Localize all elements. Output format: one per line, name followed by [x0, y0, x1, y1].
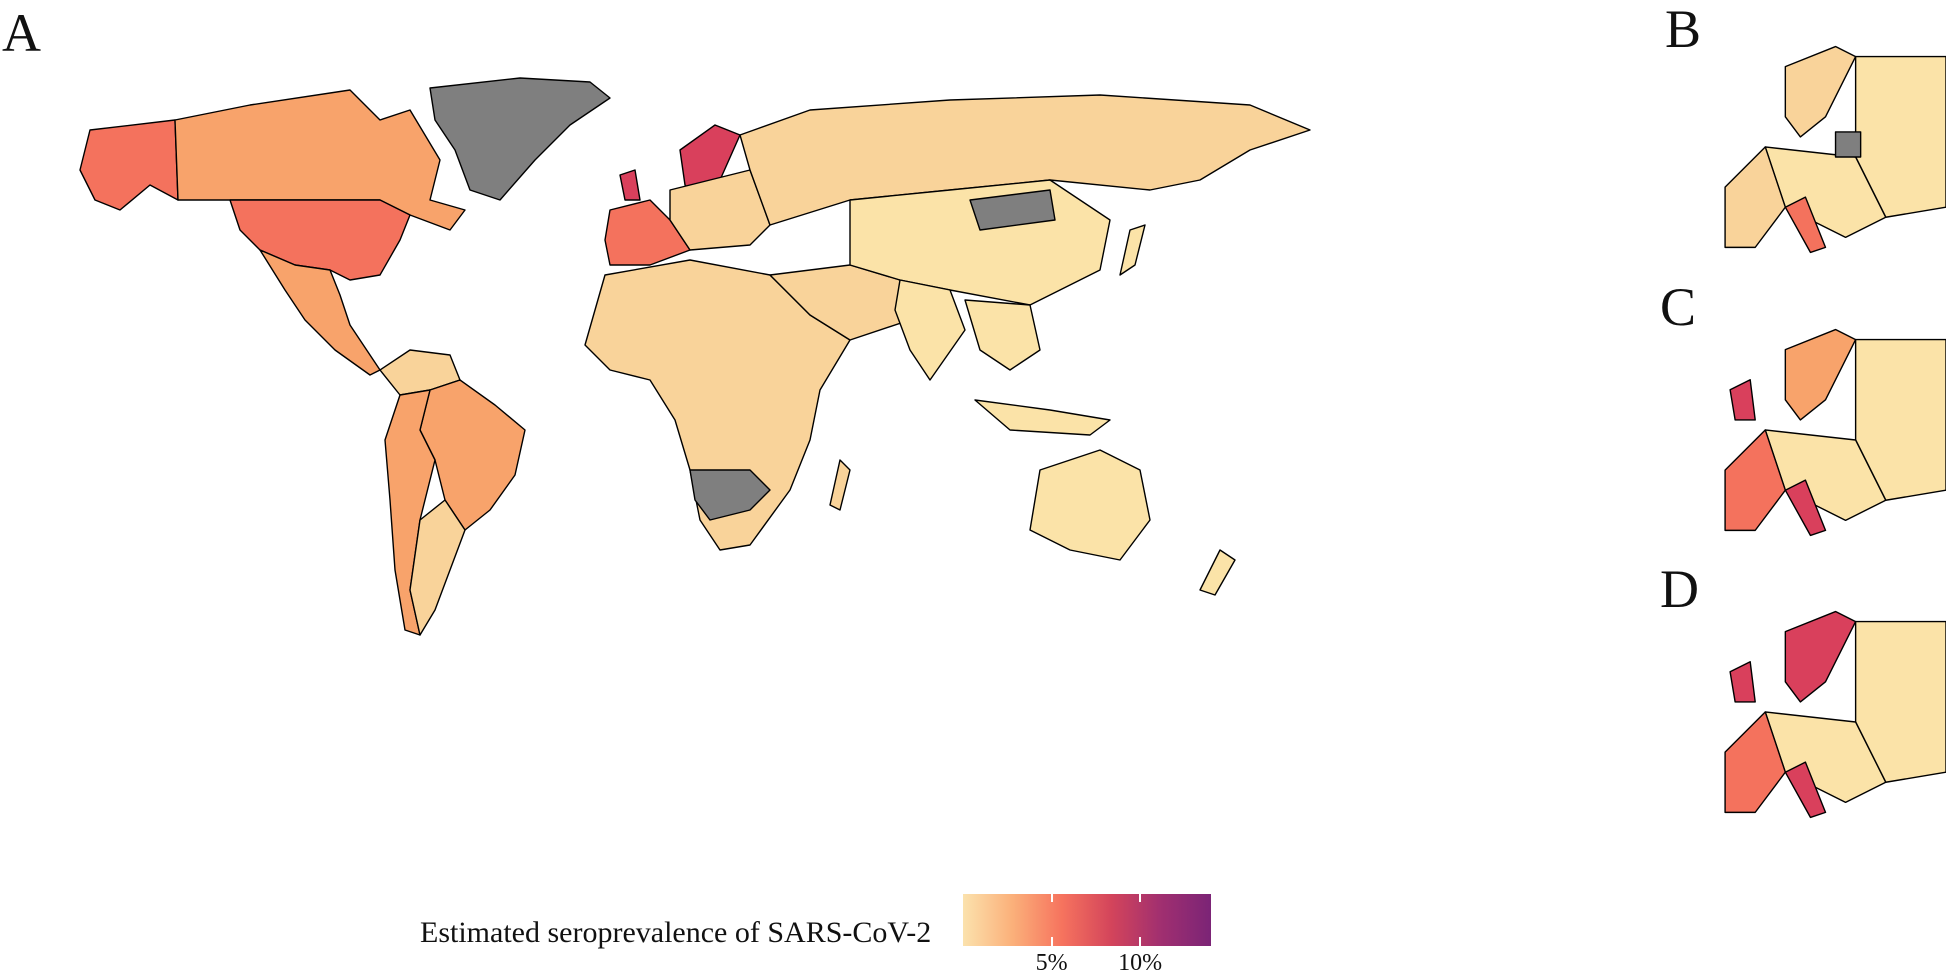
inset-b-western-europe: [1724, 146, 1787, 249]
region-southeast-asia: [964, 299, 1041, 371]
region-argentina: [409, 499, 466, 636]
legend-tick-label: 10%: [1118, 950, 1163, 976]
inset-map-b: [1724, 45, 1946, 254]
inset-d-russia: [1854, 620, 1946, 783]
region-western-europe: [604, 199, 691, 266]
inset-b-italy: [1784, 196, 1827, 254]
europe-inset-b: [1705, 35, 1946, 279]
region-new-zealand: [1199, 549, 1236, 596]
region-southern-africa: [689, 469, 771, 521]
panel-label-d: D: [1660, 559, 1699, 619]
inset-b-scandinavia: [1784, 45, 1857, 138]
region-japan: [1119, 224, 1146, 276]
region-australia: [1029, 449, 1151, 561]
panel-label-c: C: [1660, 277, 1697, 337]
region-mongolia: [969, 189, 1056, 231]
inset-d-italy: [1784, 761, 1827, 819]
region-greenland: [429, 77, 611, 201]
inset-c-russia: [1854, 338, 1946, 501]
legend-tick-mark: [1050, 893, 1053, 946]
inset-d-scandinavia: [1784, 610, 1857, 703]
inset-c-scandinavia: [1784, 328, 1857, 421]
world-map: [79, 77, 1311, 636]
inset-d-western-europe: [1724, 711, 1787, 814]
inset-c-uk: [1729, 379, 1756, 421]
inset-map-c: [1724, 328, 1946, 537]
region-madagascar: [829, 459, 851, 511]
region-russia: [739, 94, 1311, 226]
legend-tick-mark: [1139, 893, 1142, 946]
region-indonesia: [974, 399, 1111, 436]
region-usa: [229, 199, 411, 281]
region-alaska: [79, 119, 179, 211]
region-india: [894, 279, 966, 381]
inset-map-d: [1724, 610, 1946, 819]
panel-label-b: B: [1665, 0, 1702, 59]
legend-color-bar: [963, 894, 1211, 946]
europe-inset-d: [1705, 600, 1946, 844]
inset-c-italy: [1784, 479, 1827, 537]
inset-d-uk: [1729, 661, 1756, 703]
inset-b-belarus: [1834, 131, 1862, 158]
region-uk: [619, 169, 641, 201]
world-land: [79, 77, 1311, 636]
inset-c-western-europe: [1724, 429, 1787, 532]
legend-title: Estimated seroprevalence of SARS-CoV-2: [420, 916, 932, 949]
europe-inset-c: [1705, 318, 1946, 562]
legend-tick-label: 5%: [1035, 950, 1068, 976]
panel-label-a: A: [2, 3, 41, 63]
